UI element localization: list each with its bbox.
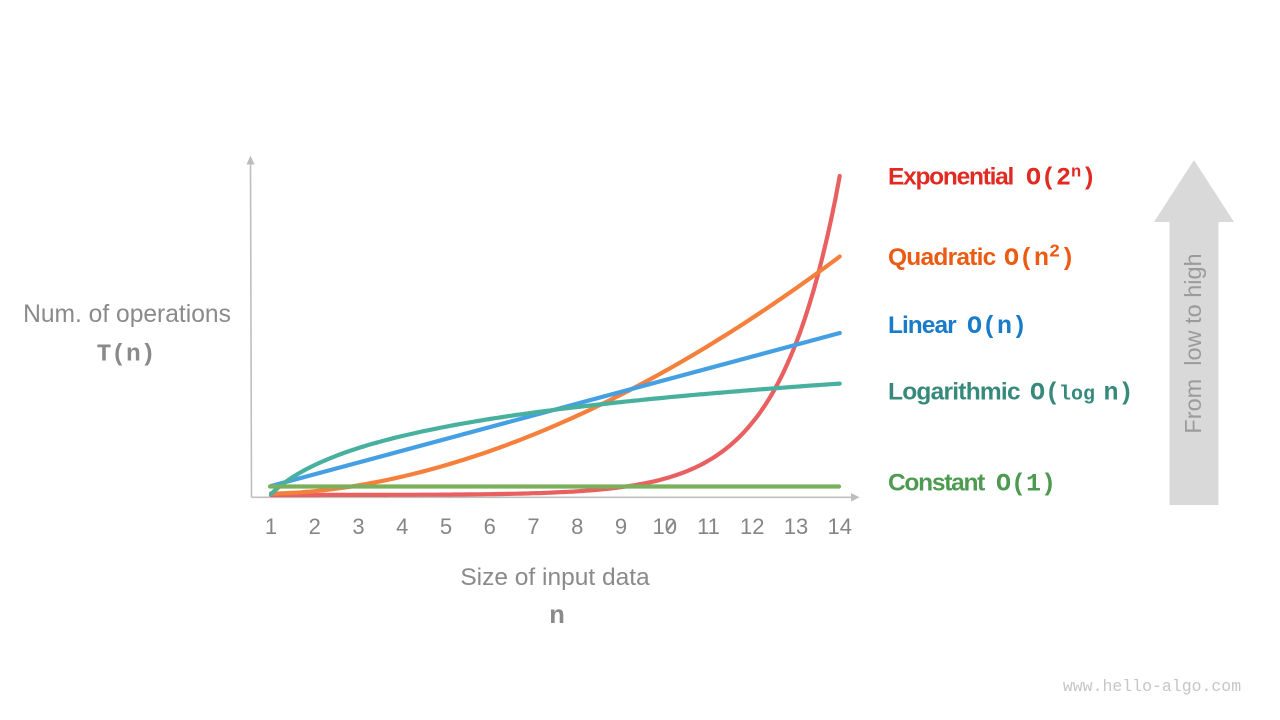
svg-text:O(n2): O(n2): [1004, 242, 1075, 274]
svg-text:O(2n): O(2n): [1026, 164, 1096, 193]
svg-text:O(n): O(n): [967, 312, 1027, 341]
svg-text:10: 10: [653, 514, 677, 539]
svg-text:Size of input data: Size of input data: [460, 564, 650, 591]
svg-text:Linear: Linear: [888, 312, 957, 339]
svg-text:6: 6: [484, 514, 496, 539]
svg-text:From low to high: From low to high: [1180, 253, 1206, 433]
svg-text:3: 3: [352, 514, 364, 539]
svg-text:12: 12: [740, 514, 764, 539]
svg-text:Constant: Constant: [888, 470, 985, 497]
svg-text:5: 5: [440, 514, 452, 539]
svg-text:9: 9: [615, 514, 627, 539]
svg-text:2: 2: [309, 514, 321, 539]
svg-text:1: 1: [265, 514, 277, 539]
svg-text:O(1): O(1): [996, 470, 1056, 499]
svg-text:Num. of operations: Num. of operations: [23, 301, 231, 328]
svg-text:www.hello-algo.com: www.hello-algo.com: [1063, 677, 1241, 696]
svg-text:11: 11: [697, 514, 720, 539]
svg-text:8: 8: [571, 514, 583, 539]
svg-text:Quadratic: Quadratic: [888, 244, 996, 271]
svg-text:T(n): T(n): [97, 342, 156, 369]
svg-text:4: 4: [396, 514, 408, 539]
svg-text:13: 13: [784, 514, 808, 539]
svg-text:Logarithmic: Logarithmic: [888, 379, 1020, 406]
svg-text:7: 7: [527, 514, 539, 539]
svg-text:n: n: [549, 601, 565, 631]
svg-text:14: 14: [828, 514, 852, 539]
svg-text:Exponential: Exponential: [888, 164, 1014, 191]
